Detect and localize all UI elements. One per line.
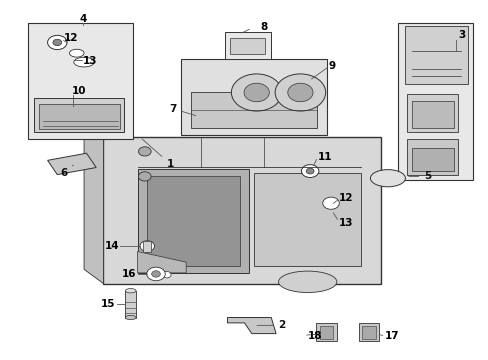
Ellipse shape xyxy=(370,170,405,187)
Bar xyxy=(362,326,375,339)
Bar xyxy=(407,139,458,175)
Text: 16: 16 xyxy=(122,269,136,279)
Bar xyxy=(103,137,380,284)
Circle shape xyxy=(146,267,165,281)
Text: 3: 3 xyxy=(458,30,465,40)
Text: 13: 13 xyxy=(338,218,352,228)
Bar xyxy=(34,98,124,132)
Circle shape xyxy=(322,197,339,209)
Bar xyxy=(316,323,336,342)
Polygon shape xyxy=(404,26,467,84)
Circle shape xyxy=(287,83,312,102)
Circle shape xyxy=(305,168,313,174)
Text: 5: 5 xyxy=(408,171,431,181)
Text: 12: 12 xyxy=(63,33,78,43)
Bar xyxy=(319,326,333,339)
Bar xyxy=(28,23,132,139)
Text: 4: 4 xyxy=(79,14,86,24)
Text: 7: 7 xyxy=(169,104,195,116)
Ellipse shape xyxy=(278,271,336,293)
Circle shape xyxy=(244,83,269,102)
Text: 12: 12 xyxy=(338,193,352,203)
Text: 1: 1 xyxy=(142,139,174,169)
Circle shape xyxy=(275,74,325,111)
Ellipse shape xyxy=(125,289,136,293)
Circle shape xyxy=(151,271,160,277)
Bar xyxy=(397,23,472,180)
Circle shape xyxy=(140,241,154,251)
Ellipse shape xyxy=(74,57,94,67)
Circle shape xyxy=(162,271,171,278)
Bar xyxy=(224,32,271,59)
Bar xyxy=(358,323,378,342)
Bar xyxy=(137,169,249,273)
Polygon shape xyxy=(47,153,96,175)
Polygon shape xyxy=(137,251,186,273)
Circle shape xyxy=(231,74,282,111)
Text: 8: 8 xyxy=(260,22,267,32)
Bar xyxy=(254,173,361,266)
Bar xyxy=(147,176,239,266)
Circle shape xyxy=(138,147,151,156)
Bar xyxy=(411,102,453,128)
Bar xyxy=(181,59,326,135)
Text: 9: 9 xyxy=(327,61,335,71)
Bar xyxy=(407,94,458,132)
Text: 17: 17 xyxy=(384,331,398,341)
Circle shape xyxy=(301,165,318,177)
Polygon shape xyxy=(227,318,276,334)
Circle shape xyxy=(47,35,67,50)
Bar xyxy=(191,93,317,128)
Text: 14: 14 xyxy=(104,241,119,251)
Bar xyxy=(39,104,119,129)
Circle shape xyxy=(138,172,151,181)
Text: 13: 13 xyxy=(83,56,98,66)
Text: 11: 11 xyxy=(317,152,331,162)
Polygon shape xyxy=(84,137,103,284)
Bar xyxy=(125,291,136,318)
Text: 15: 15 xyxy=(101,299,116,309)
Ellipse shape xyxy=(69,49,84,57)
Text: 2: 2 xyxy=(257,320,285,330)
Circle shape xyxy=(53,39,61,46)
Text: 6: 6 xyxy=(60,165,73,178)
Text: 10: 10 xyxy=(72,86,86,96)
Bar xyxy=(229,38,265,54)
Text: 18: 18 xyxy=(307,331,322,341)
Bar xyxy=(411,148,453,171)
Ellipse shape xyxy=(125,315,136,320)
Bar xyxy=(143,241,151,252)
